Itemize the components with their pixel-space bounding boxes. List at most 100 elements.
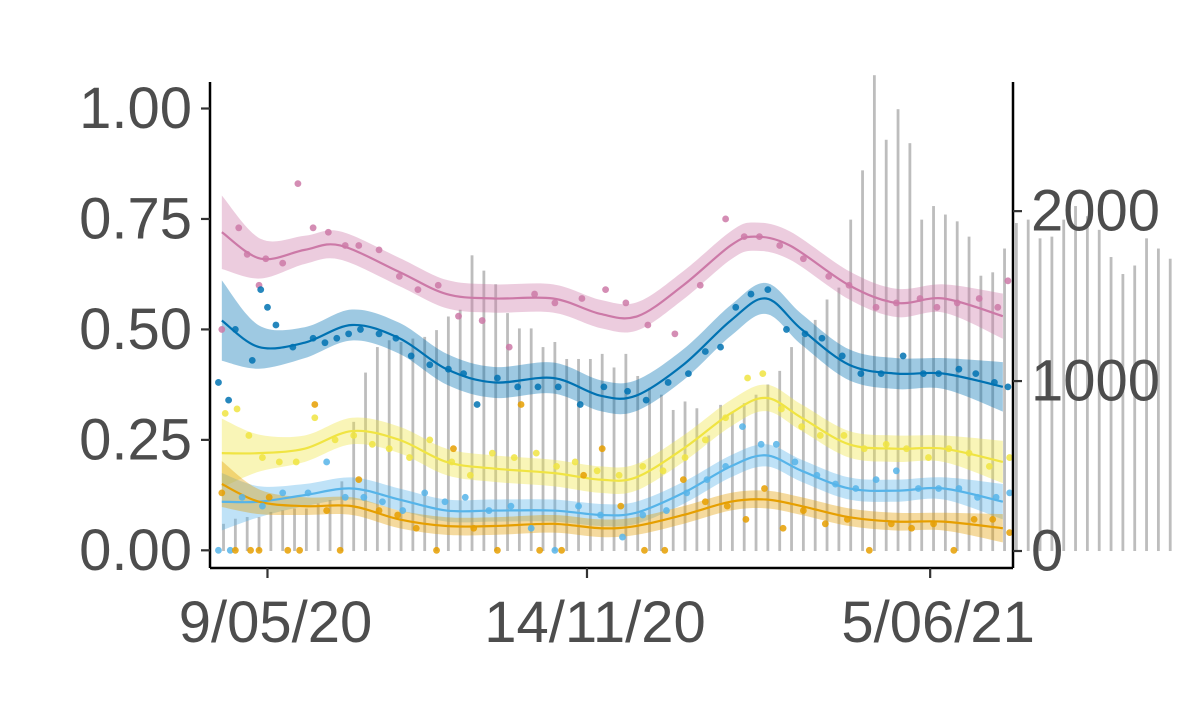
data-point — [945, 445, 953, 453]
count-bar — [908, 143, 912, 552]
data-point — [470, 524, 478, 532]
count-bar — [719, 404, 722, 552]
data-point — [321, 339, 329, 347]
data-point — [619, 533, 626, 541]
data-point — [916, 295, 924, 302]
data-point — [663, 507, 670, 514]
data-point — [311, 401, 319, 408]
data-point — [778, 405, 785, 413]
data-point — [341, 493, 349, 501]
count-bar — [932, 206, 935, 552]
data-point — [324, 228, 332, 236]
count-bar — [884, 139, 888, 552]
data-point — [732, 303, 740, 311]
data-point — [233, 405, 241, 413]
count-bar — [695, 408, 699, 552]
count-bar — [316, 503, 320, 552]
count-bar — [458, 309, 462, 552]
data-point — [517, 401, 525, 408]
smooth-line — [221, 297, 1004, 400]
confidence-band — [221, 195, 1003, 339]
data-point — [639, 511, 647, 519]
count-bar — [683, 401, 687, 552]
data-point — [248, 356, 256, 364]
data-point — [852, 485, 860, 492]
count-bar — [577, 358, 580, 552]
count-bar — [636, 375, 640, 552]
count-bar — [813, 319, 817, 551]
data-point — [571, 458, 579, 466]
data-point — [799, 255, 807, 263]
data-point — [989, 516, 997, 523]
data-point — [776, 242, 784, 249]
data-point — [333, 334, 341, 342]
data-point — [1006, 489, 1014, 497]
count-bar — [1133, 265, 1137, 551]
data-point — [832, 480, 839, 488]
data-point — [399, 507, 407, 514]
data-point — [434, 281, 442, 289]
data-point — [622, 299, 630, 307]
data-point — [551, 299, 559, 307]
data-point — [488, 449, 496, 457]
data-point — [379, 498, 386, 506]
data-point — [218, 326, 226, 333]
data-point — [355, 476, 363, 484]
data-point — [304, 489, 312, 497]
data-point — [289, 343, 297, 351]
data-point — [955, 485, 963, 492]
y2-tick-label: 0 — [1031, 519, 1063, 584]
data-point — [722, 215, 730, 223]
count-bar — [399, 341, 403, 551]
data-point — [554, 383, 562, 391]
data-point — [426, 361, 434, 369]
count-bar — [1168, 258, 1172, 552]
confidence-band — [221, 384, 1003, 494]
confidence-band — [221, 280, 1003, 415]
data-point — [493, 546, 501, 554]
data-point — [798, 423, 806, 431]
data-point — [600, 383, 608, 391]
count-bar — [423, 336, 427, 552]
x-tick-label: 5/06/21 — [841, 590, 1035, 655]
data-point — [215, 379, 222, 386]
data-point — [624, 387, 631, 395]
data-point — [323, 458, 331, 466]
data-point — [972, 370, 980, 377]
count-bar — [328, 500, 332, 552]
data-point — [882, 440, 890, 448]
count-bar — [754, 394, 758, 552]
data-point — [527, 524, 535, 532]
data-point — [899, 352, 907, 360]
count-bar — [541, 347, 545, 552]
count-bar — [494, 284, 498, 552]
data-point — [355, 242, 363, 249]
data-point — [644, 321, 652, 329]
count-bar — [1085, 216, 1089, 552]
count-bar — [588, 358, 592, 552]
count-bar — [506, 313, 509, 551]
data-point — [448, 458, 456, 466]
data-point — [857, 370, 865, 377]
data-point — [336, 546, 344, 554]
data-point — [872, 303, 880, 311]
data-point — [991, 379, 998, 386]
data-point — [593, 467, 601, 475]
x-tick-label: 9/05/20 — [179, 590, 373, 655]
data-point — [598, 445, 606, 453]
data-point — [345, 330, 353, 338]
data-point — [375, 246, 383, 254]
count-bar — [446, 316, 450, 551]
data-point — [683, 489, 691, 497]
data-point — [892, 299, 900, 307]
data-point — [218, 489, 226, 497]
data-point — [245, 432, 253, 439]
count-bar — [790, 347, 793, 552]
count-bar — [1156, 248, 1160, 552]
data-point — [466, 471, 474, 479]
count-bar — [872, 75, 876, 551]
data-point — [892, 467, 900, 475]
data-point — [696, 281, 704, 289]
data-point — [385, 445, 393, 453]
